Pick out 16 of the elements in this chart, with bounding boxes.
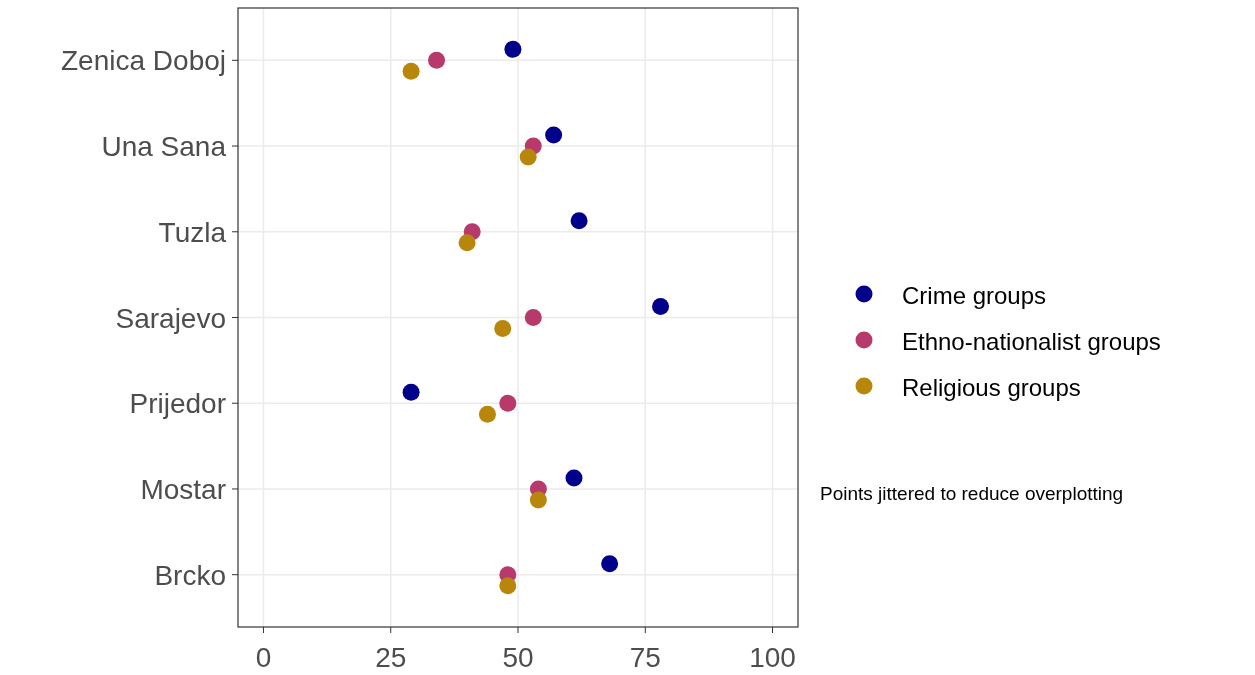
y-tick-label: Mostar xyxy=(140,473,226,505)
x-tick-label: 100 xyxy=(749,642,796,673)
legend-label: Ethno-nationalist groups xyxy=(902,328,1161,355)
y-tick-label: Brcko xyxy=(154,559,226,591)
legend-label: Crime groups xyxy=(902,282,1047,309)
legend-label: Religious groups xyxy=(902,374,1081,401)
x-tick-label: 25 xyxy=(375,642,407,673)
y-tick-label: Una Sana xyxy=(101,131,227,163)
text: Points jittered to reduce overplotting xyxy=(820,483,1124,504)
y-tick-label: Zenica Doboj xyxy=(61,45,226,77)
y-tick-label: Tuzla xyxy=(158,216,227,248)
x-tick-label: 75 xyxy=(629,642,661,673)
x-tick-label: 0 xyxy=(255,642,272,673)
y-tick-label: Sarajevo xyxy=(115,302,226,334)
x-tick-label: 50 xyxy=(502,642,534,673)
y-tick-label: Prijedor xyxy=(129,388,226,420)
